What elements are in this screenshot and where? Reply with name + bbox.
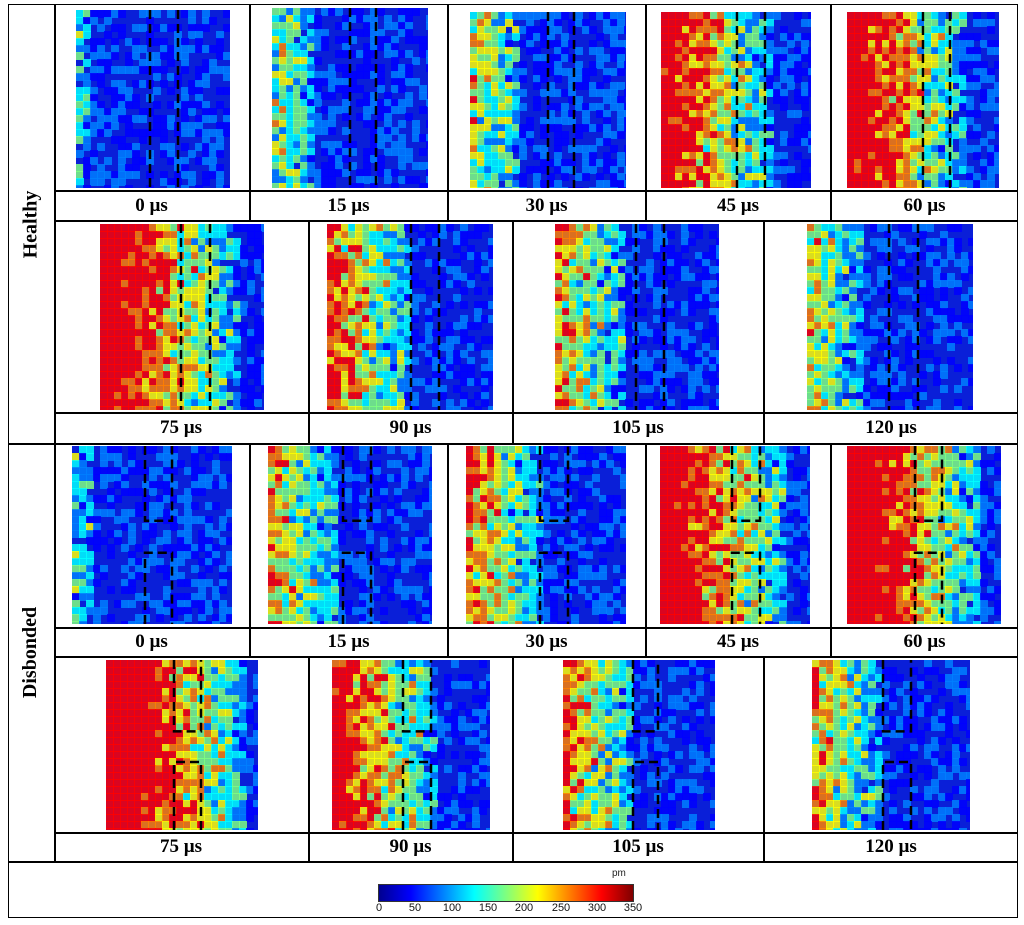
divider	[54, 832, 1018, 834]
healthy-label: Healthy	[19, 190, 42, 258]
time-label: 105 µs	[612, 836, 664, 857]
healthy-scan-image	[327, 224, 493, 410]
healthy-scan-image	[555, 224, 719, 410]
group-label-healthy: Healthy	[8, 6, 54, 442]
disbonded-scan-image	[268, 446, 432, 624]
disbonded-scan-image	[563, 660, 715, 830]
healthy-scan-image	[100, 224, 264, 410]
colorbar-unit: pm	[612, 868, 626, 879]
colorbar-tick: 100	[442, 902, 462, 914]
time-label: 75 µs	[159, 417, 203, 438]
disbonded-scan-image	[466, 446, 626, 624]
col-line	[249, 443, 251, 656]
colorbar-tick: 200	[514, 902, 534, 914]
divider	[54, 656, 1018, 658]
col-line	[830, 4, 832, 220]
label-column-divider	[54, 4, 56, 862]
group-divider	[8, 443, 1018, 445]
colorbar-tick: 250	[551, 902, 571, 914]
divider	[54, 412, 1018, 414]
healthy-scan-image	[847, 12, 999, 188]
healthy-scan-image	[661, 12, 811, 188]
col-line	[447, 4, 449, 220]
time-label: 60 µs	[903, 631, 946, 652]
colorbar-tick: 150	[478, 902, 498, 914]
group-label-disbonded: Disbonded	[8, 444, 54, 860]
divider	[54, 627, 1018, 629]
col-line	[447, 443, 449, 656]
colorbar-tick: 300	[587, 902, 607, 914]
col-line	[249, 4, 251, 220]
time-label: 60 µs	[903, 194, 946, 216]
colorbar-gradient	[378, 884, 634, 902]
time-label: 15 µs	[327, 631, 370, 652]
colorbar: pm 0 50 100 150 200 250 300 350	[375, 868, 642, 914]
col-line	[512, 220, 514, 443]
col-line	[763, 220, 765, 443]
disbonded-scan-image	[660, 446, 810, 624]
time-label: 45 µs	[716, 631, 760, 652]
time-label: 45 µs	[716, 194, 760, 216]
disbonded-scan-image	[332, 660, 490, 830]
divider	[54, 220, 1018, 222]
disbonded-scan-image	[812, 660, 970, 830]
time-label: 120 µs	[865, 417, 917, 438]
divider	[54, 190, 1018, 192]
time-label: 120 µs	[865, 836, 917, 857]
healthy-scan-image	[470, 12, 626, 188]
time-label: 0 µs	[135, 194, 168, 216]
colorbar-tick: 50	[408, 902, 422, 914]
disbonded-scan-image	[847, 446, 1001, 624]
time-label: 90 µs	[389, 836, 432, 857]
healthy-scan-image	[272, 8, 428, 188]
disbonded-scan-image	[106, 660, 258, 830]
col-line	[763, 656, 765, 862]
time-label: 105 µs	[612, 417, 664, 438]
col-line	[830, 443, 832, 656]
time-label: 90 µs	[389, 417, 432, 438]
disbonded-label: Disbonded	[19, 606, 42, 698]
col-line	[308, 220, 310, 443]
colorbar-tick: 350	[623, 902, 643, 914]
col-line	[645, 4, 647, 220]
time-label: 30 µs	[525, 631, 568, 652]
time-label: 75 µs	[159, 836, 203, 857]
col-line	[512, 656, 514, 862]
healthy-scan-image	[76, 10, 230, 188]
time-label: 15 µs	[327, 194, 370, 216]
col-line	[308, 656, 310, 862]
figure-frame	[8, 4, 1018, 918]
healthy-scan-image	[807, 224, 973, 410]
time-label: 0 µs	[135, 631, 168, 652]
disbonded-scan-image	[72, 446, 232, 624]
colorbar-tick: 0	[375, 902, 383, 914]
time-label: 30 µs	[525, 194, 568, 216]
col-line	[645, 443, 647, 656]
